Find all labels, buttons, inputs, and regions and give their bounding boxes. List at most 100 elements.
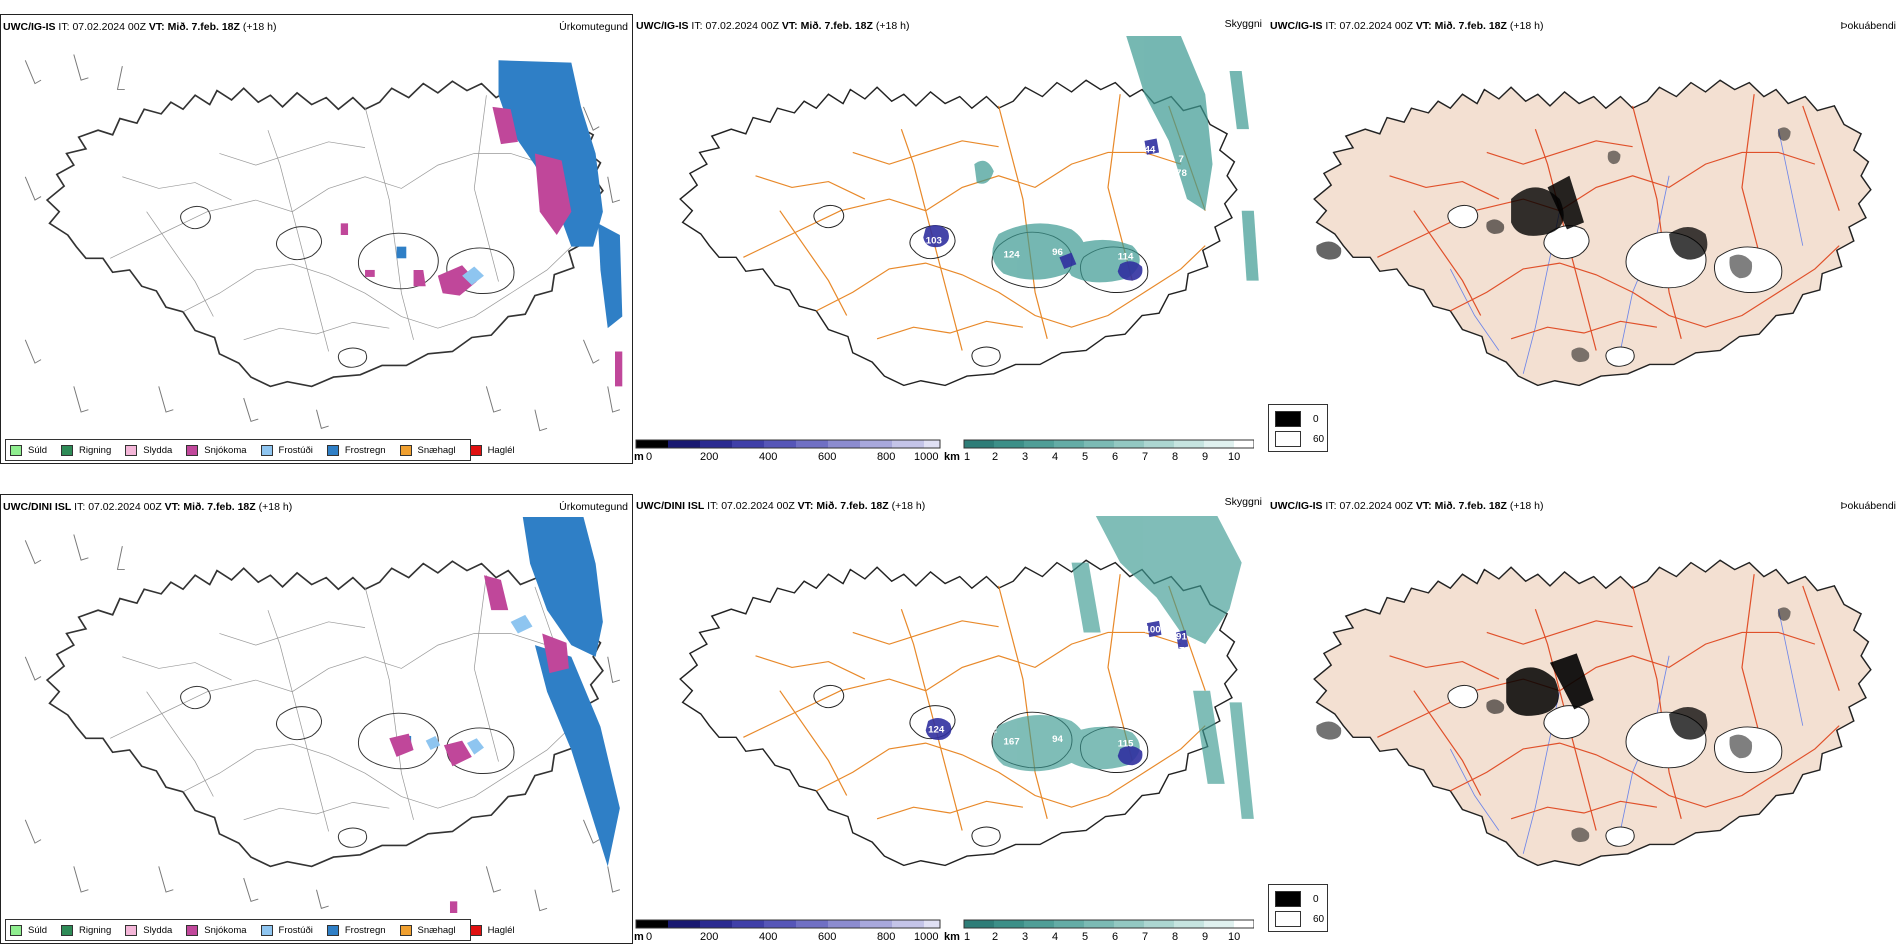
visibility-labels: 100 91 87 14 124 12 167 94 115 [928,625,1187,750]
low-visibility-m [923,138,1160,281]
scale-tick: 1 [964,451,970,463]
fog-legend: 0 60 [1268,404,1328,452]
lead-time: (+18 h) [1509,500,1544,512]
scale-tick: 1000 [914,931,938,943]
visibility-map: 44 7 78 77 103 35 124 96 114 [679,36,1259,387]
legend-label: Frostregn [344,924,386,936]
precip-map [24,54,623,432]
fog-value: 60 [1313,433,1325,445]
panel-header: UWC/IG-IS IT: 07.02.2024 00Z VT: Mið. 7.… [3,21,276,33]
scale-tick: 6 [1112,451,1118,463]
fog-swatch-white [1275,911,1301,927]
scale-tick: 8 [1172,451,1178,463]
legend-swatch [186,444,199,456]
vt-value: Mið. 7.feb. 18Z [816,500,889,512]
vis-label: 100 [1144,625,1160,636]
vis-label: 7 [1178,154,1183,165]
fog-map [1313,79,1872,387]
model-label: UWC/DINI ISL [3,501,72,513]
precip-legend-item: Snjókoma [186,924,247,936]
it-label: IT: [691,20,703,32]
fog-value: 0 [1313,413,1319,425]
fog-legend-high: 0 [1275,891,1319,907]
model-label: UWC/DINI ISL [636,500,705,512]
precip-legend-item: Snæhagl [399,924,456,936]
legend-swatch [399,924,412,936]
vis-label: 12 [986,725,997,736]
panel-title-fog: Þokuábendi [1840,20,1896,32]
model-label: UWC/IG-IS [1270,20,1323,32]
scale-m-swatches [636,920,940,928]
lead-time: (+18 h) [258,501,293,513]
panel-title-visibility: Skyggni [1224,496,1262,508]
scale-tick: 800 [877,451,895,463]
lead-time: (+18 h) [875,20,910,32]
scale-tick: 2 [992,931,998,943]
scale-m-swatches [636,440,940,448]
scale-unit: km [944,451,960,463]
vt-label: VT: [1415,500,1432,512]
precip-legend-item: Slydda [125,444,173,456]
precip-legend-item: Snæhagl [399,444,456,456]
lead-time: (+18 h) [891,500,926,512]
legend-label: Snjókoma [204,444,247,456]
legend-swatch [186,924,199,936]
vis-label: 44 [1144,145,1156,156]
panel-title-fog: Þokuábendi [1840,500,1896,512]
panel-header: UWC/IG-IS IT: 07.02.2024 00Z VT: Mið. 7.… [1270,500,1543,512]
precip-legend-item: Súld [10,924,48,936]
panel-header: UWC/IG-IS IT: 07.02.2024 00Z VT: Mið. 7.… [1270,20,1543,32]
legend-swatch [125,924,138,936]
visibility-scale-km: km 1 2 3 4 5 6 7 8 9 10 [944,919,1254,943]
legend-label: Snjókoma [204,924,247,936]
scale-km-swatches [964,440,1234,448]
it-value: 07.02.2024 00Z [705,20,779,32]
legend-swatch [260,924,273,936]
it-label: IT: [1325,20,1337,32]
vis-label: 114 [1118,252,1134,263]
fog-intensity [1316,607,1791,843]
legend-swatch [326,444,339,456]
legend-swatch [469,924,482,936]
precip-legend-item: Haglél [469,924,515,936]
vis-label: 124 [1003,249,1020,260]
low-visibility-m [925,620,1189,766]
fog-legend-high: 0 [1275,411,1319,427]
vis-label: 94 [1052,734,1064,745]
vis-label: 77 [1035,203,1046,214]
legend-label: Slydda [143,924,173,936]
legend-label: Haglél [487,444,515,456]
legend-swatch [469,444,482,456]
fog-value: 60 [1313,913,1325,925]
it-value: 07.02.2024 00Z [1339,20,1413,32]
fog-swatch-black [1275,891,1301,907]
scale-tick: 200 [700,931,718,943]
panel-title-visibility: Skyggni [1224,18,1262,30]
lead-time: (+18 h) [1509,20,1544,32]
scale-tick: 9 [1202,931,1208,943]
legend-swatch [10,444,22,456]
scale-unit: m [634,931,644,943]
snjokoma-area [340,106,623,387]
scale-tick: 0 [646,451,652,463]
scale-tick: 5 [1082,931,1088,943]
legend-label: Rigning [79,924,112,936]
scale-tick: 7 [1142,931,1148,943]
precip-legend-item: Frostregn [326,924,386,936]
precip-legend: Súld Rigning Slydda Snjókoma Frostúði Frostre… [5,439,515,461]
scale-tick: 4 [1052,451,1058,463]
frostudi-area [425,614,533,755]
vis-label: 167 [1003,736,1019,747]
scale-tick: 4 [1052,931,1058,943]
vis-label: 124 [928,725,945,736]
legend-swatch [61,444,74,456]
scale-km-swatches [964,920,1234,928]
model-label: UWC/IG-IS [636,20,689,32]
vt-value: Mið. 7.feb. 18Z [167,21,240,33]
precip-legend-item: Rigning [61,924,112,936]
lead-time: (+18 h) [242,21,277,33]
legend-label: Súld [28,924,48,936]
legend-label: Frostregn [344,444,386,456]
scale-tick: 400 [759,931,777,943]
legend-label: Slydda [143,444,173,456]
